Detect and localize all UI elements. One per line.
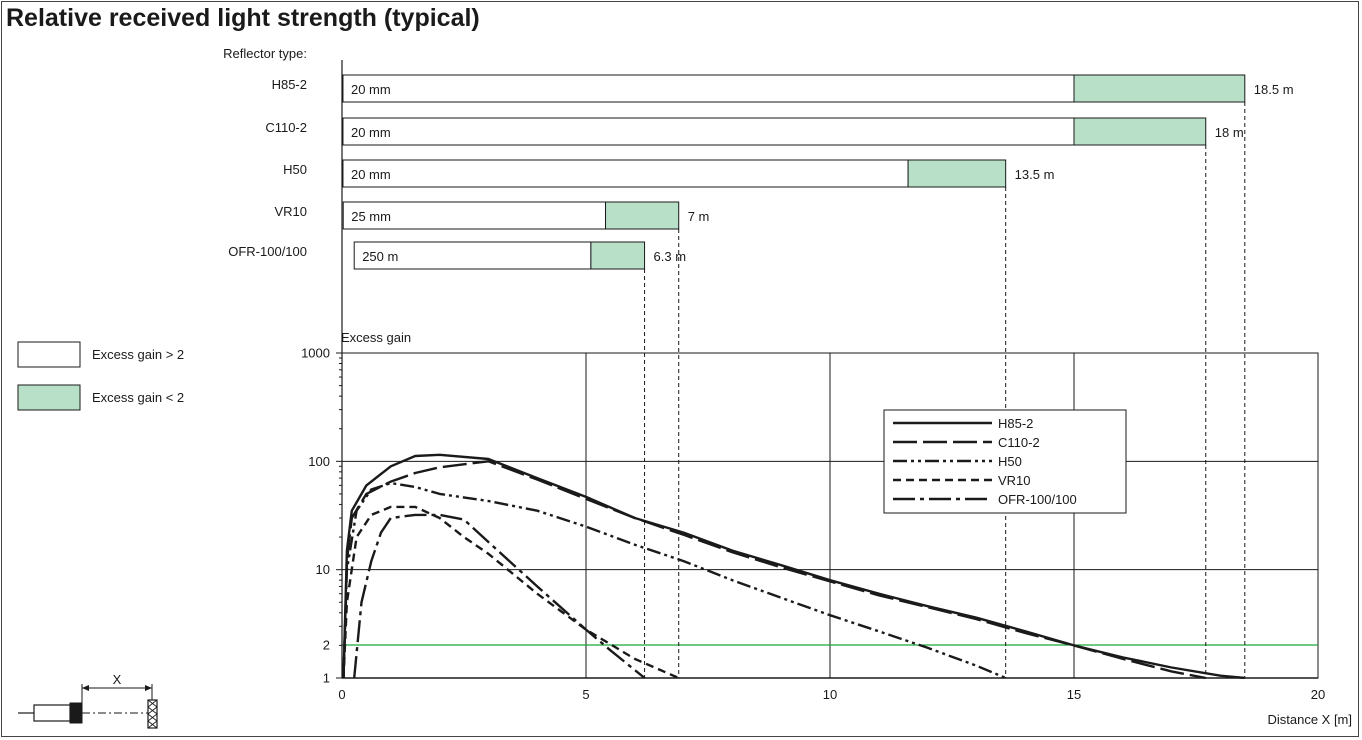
- legend-box: [883, 409, 1127, 514]
- series-line-h50: [342, 481, 1007, 679]
- sketch-sensor-body: [33, 704, 71, 722]
- chart-title: Relative received light strength (typica…: [6, 4, 480, 32]
- series-line-c110-2: [342, 460, 1207, 679]
- sketch-dim-arrows: [82, 685, 152, 691]
- x-axis-label: Distance X [m]: [1267, 712, 1352, 727]
- y-tick-label: 1: [323, 671, 330, 686]
- bar-segment-gain-above-2: [342, 117, 1075, 146]
- key-swatch-below: [17, 384, 81, 411]
- x-tick-label: 0: [338, 687, 345, 702]
- bar-range-label: 7 m: [688, 209, 710, 224]
- series-line-vr10: [342, 505, 680, 679]
- bar-range-label: 13.5 m: [1015, 167, 1055, 182]
- x-tick-label: 10: [823, 687, 837, 702]
- x-tick-label: 5: [582, 687, 589, 702]
- bar-segment-gain-above-2: [342, 159, 909, 188]
- reflector-label: H85-2: [272, 77, 307, 92]
- bar-segment-gain-below-2: [1073, 117, 1207, 146]
- y-tick-label: 1000: [301, 346, 330, 361]
- y-axis-label: Excess gain: [341, 330, 411, 345]
- legend-label: H50: [998, 454, 1022, 469]
- bar-start-label: 25 mm: [351, 209, 391, 224]
- reflector-label: OFR-100/100: [228, 244, 307, 259]
- reflector-heading: Reflector type:: [223, 46, 307, 61]
- bar-start-label: 20 mm: [351, 82, 391, 97]
- y-tick-label: 100: [308, 454, 330, 469]
- series-line-ofr-100-100: [353, 513, 646, 679]
- bar-segment-gain-below-2: [605, 201, 680, 230]
- y-tick-label: 2: [323, 638, 330, 653]
- bar-segment-gain-above-2: [342, 74, 1075, 103]
- legend-label: OFR-100/100: [998, 492, 1077, 507]
- legend-label: H85-2: [998, 416, 1033, 431]
- sketch-reflector-hatch: [147, 720, 158, 729]
- sketch-reflector-hatch: [147, 699, 158, 708]
- bar-range-label: 18.5 m: [1254, 82, 1294, 97]
- legend-label: VR10: [998, 473, 1031, 488]
- bar-segment-gain-above-2: [353, 241, 592, 270]
- sketch-x-label: X: [113, 672, 122, 687]
- bar-start-label: 20 mm: [351, 125, 391, 140]
- bar-segment-gain-below-2: [1073, 74, 1246, 103]
- legend-label: C110-2: [998, 435, 1040, 450]
- bar-segment-gain-above-2: [342, 201, 607, 230]
- bar-segment-gain-below-2: [907, 159, 1007, 188]
- sketch-sensor-head: [69, 702, 83, 724]
- bar-range-label: 6.3 m: [654, 249, 687, 264]
- sketch-reflector: [147, 699, 158, 729]
- x-tick-label: 15: [1067, 687, 1081, 702]
- y-tick-label: 10: [316, 562, 330, 577]
- bar-start-label: 250 m: [362, 249, 398, 264]
- reflector-label: H50: [283, 162, 307, 177]
- key-label-above: Excess gain > 2: [92, 347, 184, 362]
- sketch-reflector-hatch: [147, 713, 158, 722]
- key-swatch-above: [17, 341, 81, 368]
- key-label-below: Excess gain < 2: [92, 390, 184, 405]
- x-tick-label: 20: [1311, 687, 1325, 702]
- bar-range-label: 18 m: [1215, 125, 1244, 140]
- reflector-label: C110-2: [265, 120, 307, 135]
- bar-start-label: 20 mm: [351, 167, 391, 182]
- reflector-label: VR10: [274, 204, 307, 219]
- bar-segment-gain-below-2: [590, 241, 646, 270]
- sketch-reflector-hatch: [147, 706, 158, 715]
